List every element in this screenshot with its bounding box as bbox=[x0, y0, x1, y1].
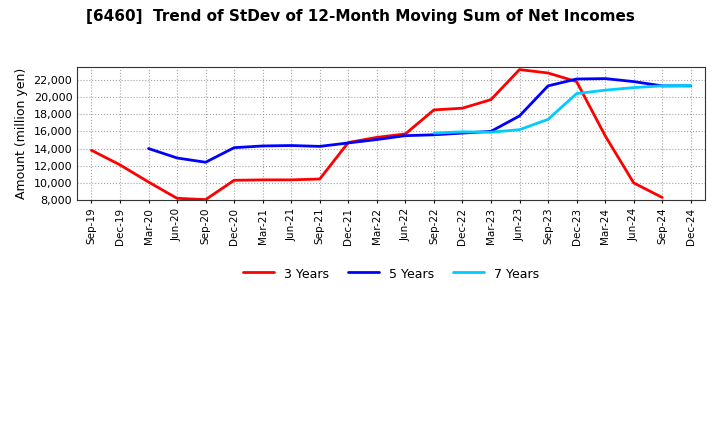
5 Years bbox=[430, 132, 438, 137]
5 Years bbox=[258, 143, 267, 149]
3 Years bbox=[87, 147, 96, 153]
3 Years bbox=[372, 135, 381, 140]
5 Years bbox=[173, 155, 181, 161]
Line: 3 Years: 3 Years bbox=[91, 70, 662, 200]
3 Years bbox=[315, 176, 324, 182]
5 Years bbox=[658, 83, 667, 88]
3 Years bbox=[458, 106, 467, 111]
3 Years bbox=[572, 79, 581, 84]
3 Years bbox=[629, 180, 638, 186]
7 Years bbox=[629, 85, 638, 90]
7 Years bbox=[572, 91, 581, 96]
7 Years bbox=[600, 88, 609, 93]
3 Years bbox=[258, 177, 267, 183]
5 Years bbox=[516, 113, 524, 118]
Line: 7 Years: 7 Years bbox=[434, 85, 690, 133]
3 Years bbox=[116, 162, 125, 168]
5 Years bbox=[572, 77, 581, 82]
Text: [6460]  Trend of StDev of 12-Month Moving Sum of Net Incomes: [6460] Trend of StDev of 12-Month Moving… bbox=[86, 9, 634, 24]
3 Years bbox=[173, 196, 181, 201]
7 Years bbox=[658, 83, 667, 88]
3 Years bbox=[401, 131, 410, 136]
3 Years bbox=[287, 177, 295, 183]
5 Years bbox=[686, 83, 695, 88]
7 Years bbox=[516, 127, 524, 132]
5 Years bbox=[600, 76, 609, 81]
5 Years bbox=[487, 129, 495, 134]
7 Years bbox=[458, 129, 467, 135]
3 Years bbox=[544, 70, 552, 76]
3 Years bbox=[230, 178, 238, 183]
5 Years bbox=[372, 137, 381, 142]
3 Years bbox=[600, 133, 609, 138]
5 Years bbox=[202, 160, 210, 165]
5 Years bbox=[458, 130, 467, 136]
3 Years bbox=[202, 197, 210, 202]
5 Years bbox=[629, 79, 638, 84]
5 Years bbox=[344, 140, 353, 146]
3 Years bbox=[144, 180, 153, 185]
5 Years bbox=[315, 144, 324, 149]
5 Years bbox=[401, 133, 410, 138]
3 Years bbox=[430, 107, 438, 113]
7 Years bbox=[544, 117, 552, 122]
3 Years bbox=[516, 67, 524, 72]
7 Years bbox=[487, 130, 495, 135]
5 Years bbox=[144, 146, 153, 151]
3 Years bbox=[487, 97, 495, 102]
7 Years bbox=[430, 130, 438, 136]
3 Years bbox=[344, 140, 353, 145]
5 Years bbox=[544, 83, 552, 88]
Y-axis label: Amount (million yen): Amount (million yen) bbox=[15, 68, 28, 199]
Legend: 3 Years, 5 Years, 7 Years: 3 Years, 5 Years, 7 Years bbox=[238, 262, 544, 286]
7 Years bbox=[686, 83, 695, 88]
3 Years bbox=[658, 195, 667, 200]
5 Years bbox=[287, 143, 295, 148]
Line: 5 Years: 5 Years bbox=[148, 79, 690, 162]
5 Years bbox=[230, 145, 238, 150]
